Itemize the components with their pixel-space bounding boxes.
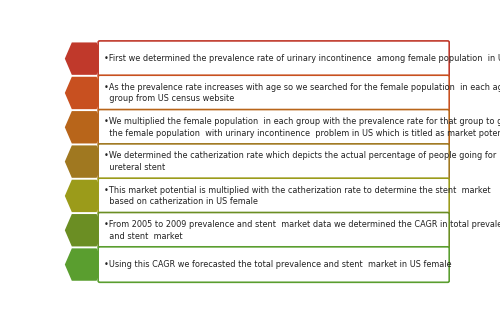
Text: •We determined the catherization rate which depicts the actual percentage of peo: •We determined the catherization rate wh…	[104, 151, 496, 172]
Polygon shape	[65, 180, 104, 212]
FancyBboxPatch shape	[98, 212, 449, 248]
FancyBboxPatch shape	[98, 109, 449, 145]
Polygon shape	[65, 77, 104, 109]
Polygon shape	[65, 145, 104, 178]
Polygon shape	[65, 248, 104, 281]
Polygon shape	[65, 214, 104, 246]
FancyBboxPatch shape	[98, 75, 449, 111]
FancyBboxPatch shape	[98, 247, 449, 282]
Text: •This market potential is multiplied with the catherization rate to determine th: •This market potential is multiplied wit…	[104, 186, 490, 206]
Text: •Using this CAGR we forecasted the total prevalence and stent  market in US fema: •Using this CAGR we forecasted the total…	[104, 260, 451, 269]
FancyBboxPatch shape	[98, 144, 449, 179]
Text: •From 2005 to 2009 prevalence and stent  market data we determined the CAGR in t: •From 2005 to 2009 prevalence and stent …	[104, 220, 500, 241]
Polygon shape	[65, 43, 104, 75]
Polygon shape	[65, 111, 104, 143]
Text: •First we determined the prevalence rate of urinary incontinence  among female p: •First we determined the prevalence rate…	[104, 54, 500, 63]
FancyBboxPatch shape	[98, 178, 449, 214]
Text: •As the prevalence rate increases with age so we searched for the female populat: •As the prevalence rate increases with a…	[104, 83, 500, 103]
FancyBboxPatch shape	[98, 41, 449, 76]
Text: •We multiplied the female population  in each group with the prevalence rate for: •We multiplied the female population in …	[104, 117, 500, 138]
